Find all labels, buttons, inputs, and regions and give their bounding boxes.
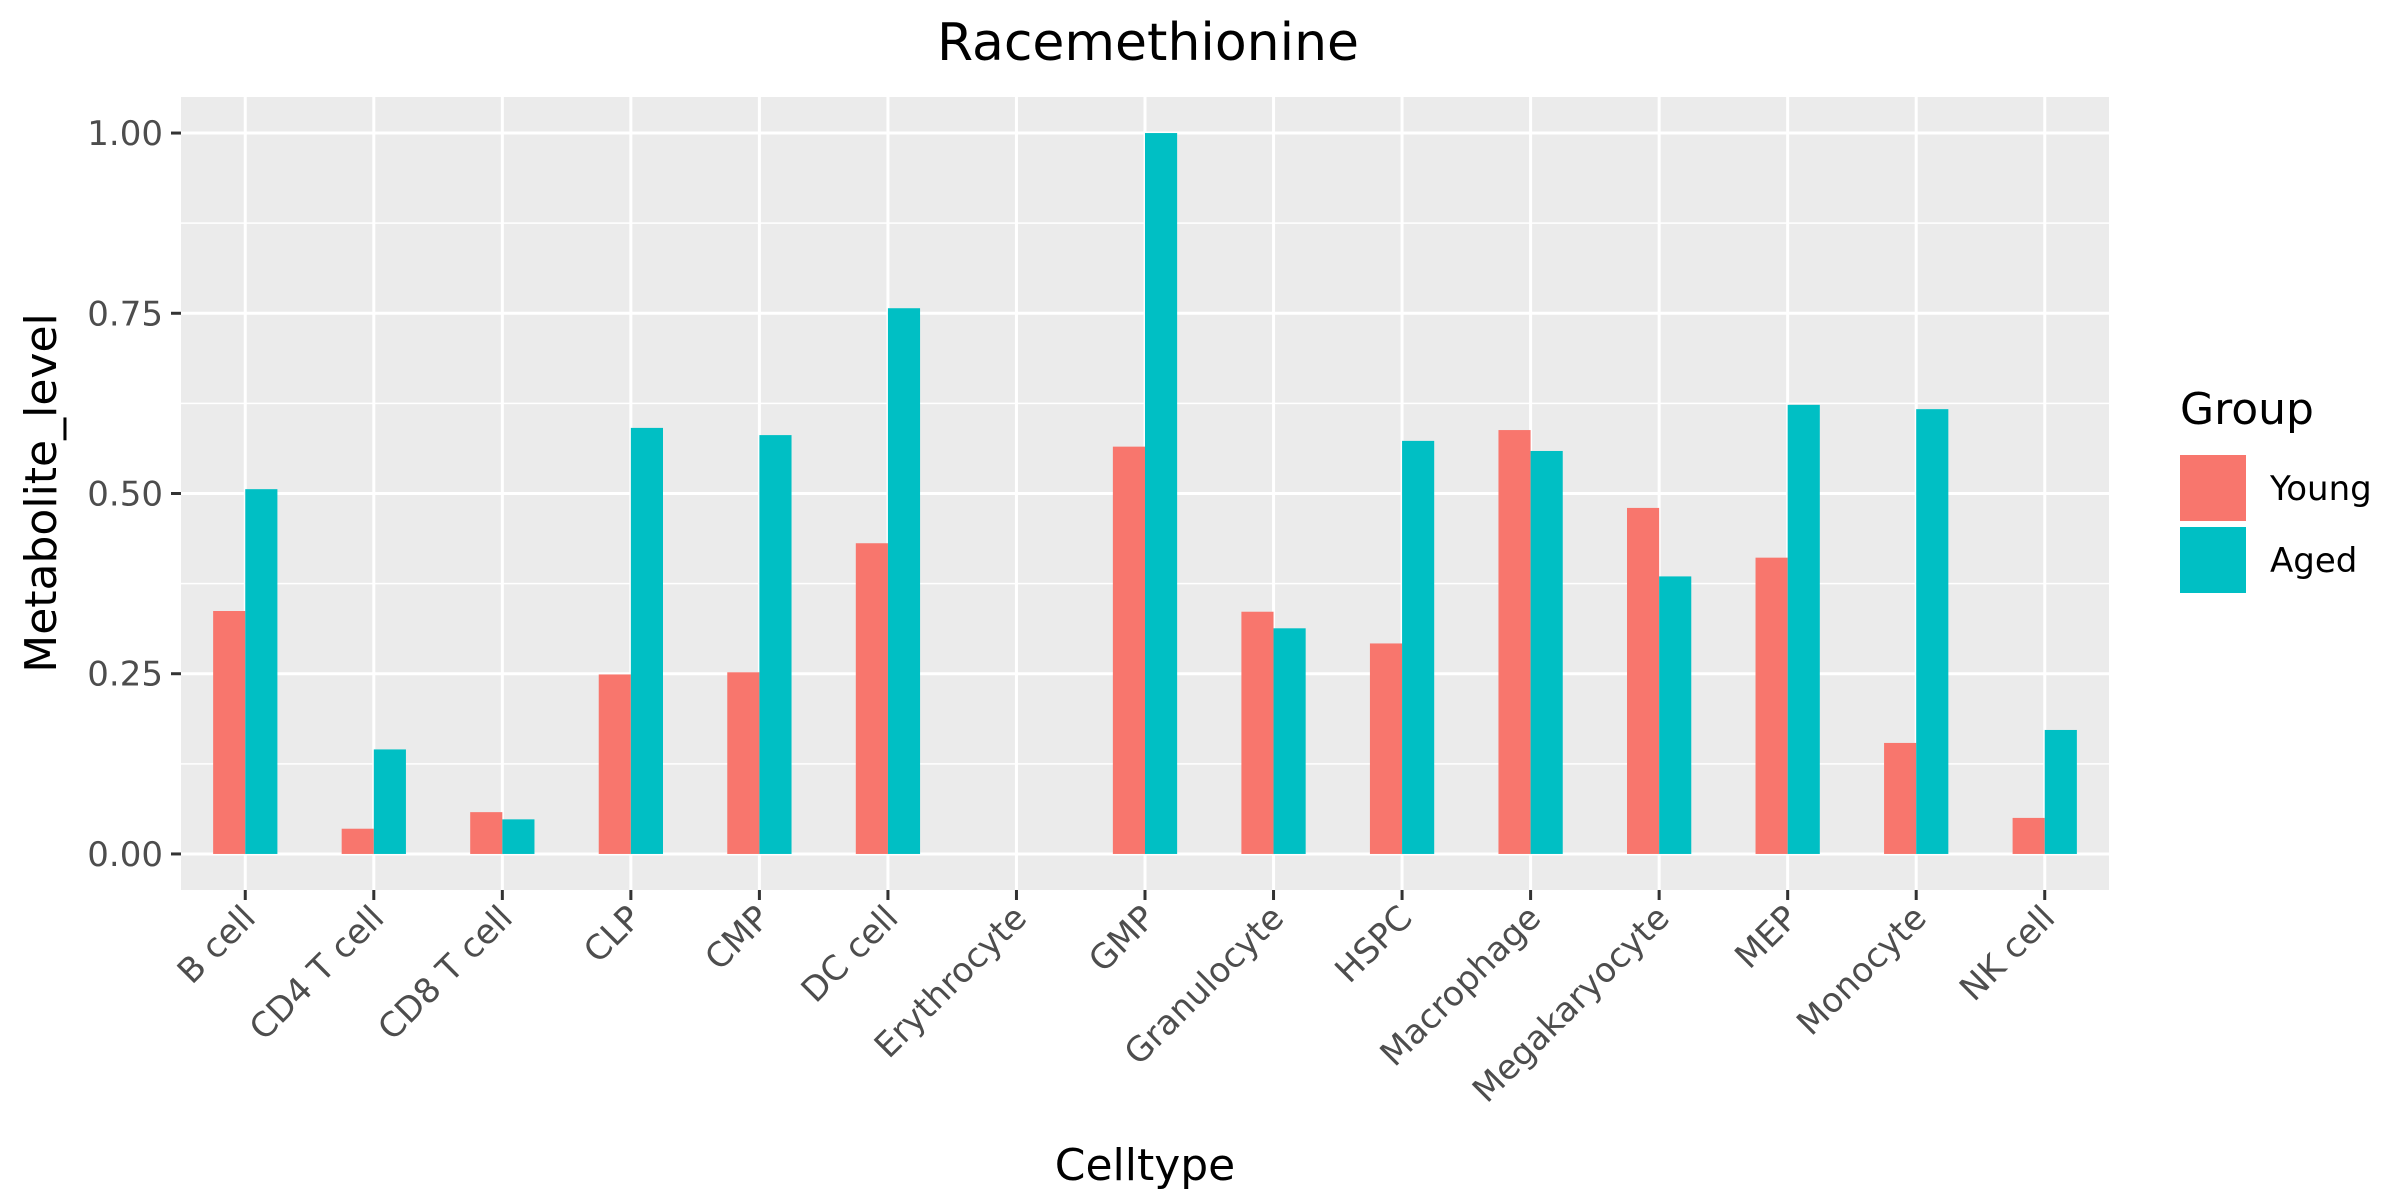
legend-key-aged bbox=[2180, 527, 2246, 593]
x-tick-label: CD4 T cell bbox=[242, 898, 392, 1048]
bar-aged bbox=[1530, 450, 1563, 854]
x-tick-label: NK cell bbox=[1952, 898, 2063, 1009]
x-tick-label: HSPC bbox=[1328, 898, 1421, 991]
bar-aged bbox=[1659, 576, 1692, 854]
bar-young bbox=[2012, 817, 2045, 854]
bar-young bbox=[1755, 557, 1788, 854]
y-axis-title: Metabolite_level bbox=[16, 313, 67, 673]
bar-young bbox=[213, 611, 246, 854]
bar-aged bbox=[1273, 628, 1306, 854]
bar-young bbox=[1498, 430, 1531, 854]
x-tick-label: CLP bbox=[576, 898, 649, 971]
chart-title: Racemethionine bbox=[937, 13, 1359, 73]
bar-young bbox=[855, 543, 888, 854]
y-tick-label: 0.00 bbox=[87, 835, 163, 875]
legend-label-young: Young bbox=[2269, 469, 2372, 509]
legend-label-aged: Aged bbox=[2270, 541, 2357, 581]
bar-aged bbox=[759, 435, 792, 854]
bar-young bbox=[1369, 643, 1403, 854]
bar-aged bbox=[1916, 409, 1949, 854]
bar-young bbox=[1241, 611, 1274, 854]
y-axis: 0.00 0.25 0.50 0.75 1.00 bbox=[87, 114, 181, 875]
bar-young bbox=[1112, 446, 1145, 854]
bar-aged bbox=[1402, 440, 1435, 854]
bar-young bbox=[1627, 507, 1660, 854]
bar-aged bbox=[887, 308, 921, 854]
x-tick-label: CD8 T cell bbox=[370, 898, 520, 1048]
y-tick-label: 0.25 bbox=[87, 655, 163, 695]
x-tick-label: B cell bbox=[170, 898, 264, 992]
x-tick-label: Monocyte bbox=[1789, 898, 1934, 1043]
legend-title: Group bbox=[2180, 384, 2314, 435]
bar-young bbox=[470, 812, 503, 854]
bar-aged bbox=[373, 749, 406, 854]
y-tick-label: 0.75 bbox=[87, 294, 163, 334]
x-tick-label: GMP bbox=[1081, 898, 1163, 980]
y-tick-label: 1.00 bbox=[87, 114, 163, 154]
bar-young bbox=[727, 672, 760, 854]
bars bbox=[213, 133, 2077, 854]
bar-aged bbox=[502, 819, 535, 854]
y-tick-label: 0.50 bbox=[87, 475, 163, 515]
bar-aged bbox=[1787, 404, 1820, 854]
bar-aged bbox=[630, 427, 663, 854]
bar-young bbox=[598, 674, 631, 854]
x-tick-label: MEP bbox=[1727, 898, 1806, 977]
legend-key-young bbox=[2180, 455, 2246, 521]
bar-young bbox=[1884, 742, 1917, 854]
bar-aged bbox=[245, 489, 278, 854]
bar-aged bbox=[2044, 729, 2077, 854]
bar-aged bbox=[1145, 133, 1178, 854]
x-tick-label: DC cell bbox=[794, 898, 907, 1011]
x-tick-label: CMP bbox=[697, 898, 777, 978]
x-axis-title: Celltype bbox=[1055, 1140, 1236, 1191]
legend: Group Young Aged bbox=[2180, 384, 2372, 593]
bar-young bbox=[341, 828, 374, 854]
